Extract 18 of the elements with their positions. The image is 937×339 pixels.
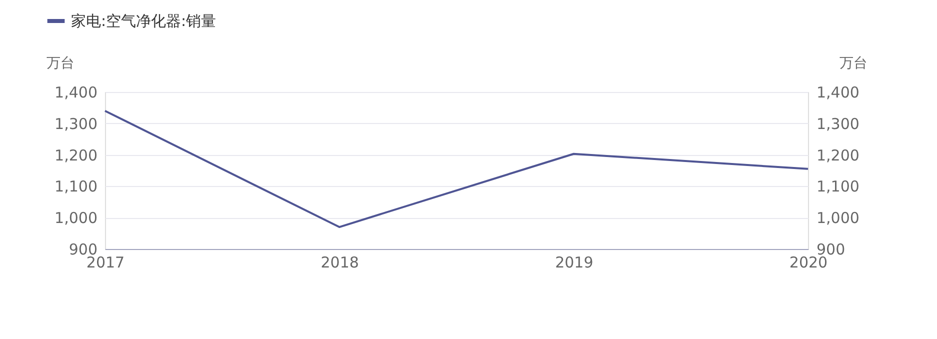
x-tick-label: 2017 xyxy=(86,254,125,272)
line-series xyxy=(104,110,809,228)
y2-axis-title: 万台 xyxy=(840,56,868,72)
x-tick-label: 2018 xyxy=(320,254,359,272)
y-tick-label: 1,100 xyxy=(54,178,98,196)
y-tick-label: 1,200 xyxy=(54,146,98,164)
y2-tick-label: 1,300 xyxy=(816,114,860,133)
y-axis-title: 万台 xyxy=(46,56,74,72)
y2-tick-label: 1,400 xyxy=(816,84,860,102)
legend-label: 家电:空气净化器:销量 xyxy=(71,12,216,30)
x-tick-label: 2019 xyxy=(555,254,594,272)
x-tick-label: 2020 xyxy=(789,254,828,272)
y2-tick-label: 1,100 xyxy=(816,178,860,196)
y-tick-label: 1,300 xyxy=(54,114,98,133)
y-tick-label: 1,400 xyxy=(54,84,98,102)
y2-tick-label: 1,000 xyxy=(816,209,860,228)
y2-tick-label: 1,200 xyxy=(816,146,860,164)
y-tick-label: 1,000 xyxy=(54,209,98,228)
